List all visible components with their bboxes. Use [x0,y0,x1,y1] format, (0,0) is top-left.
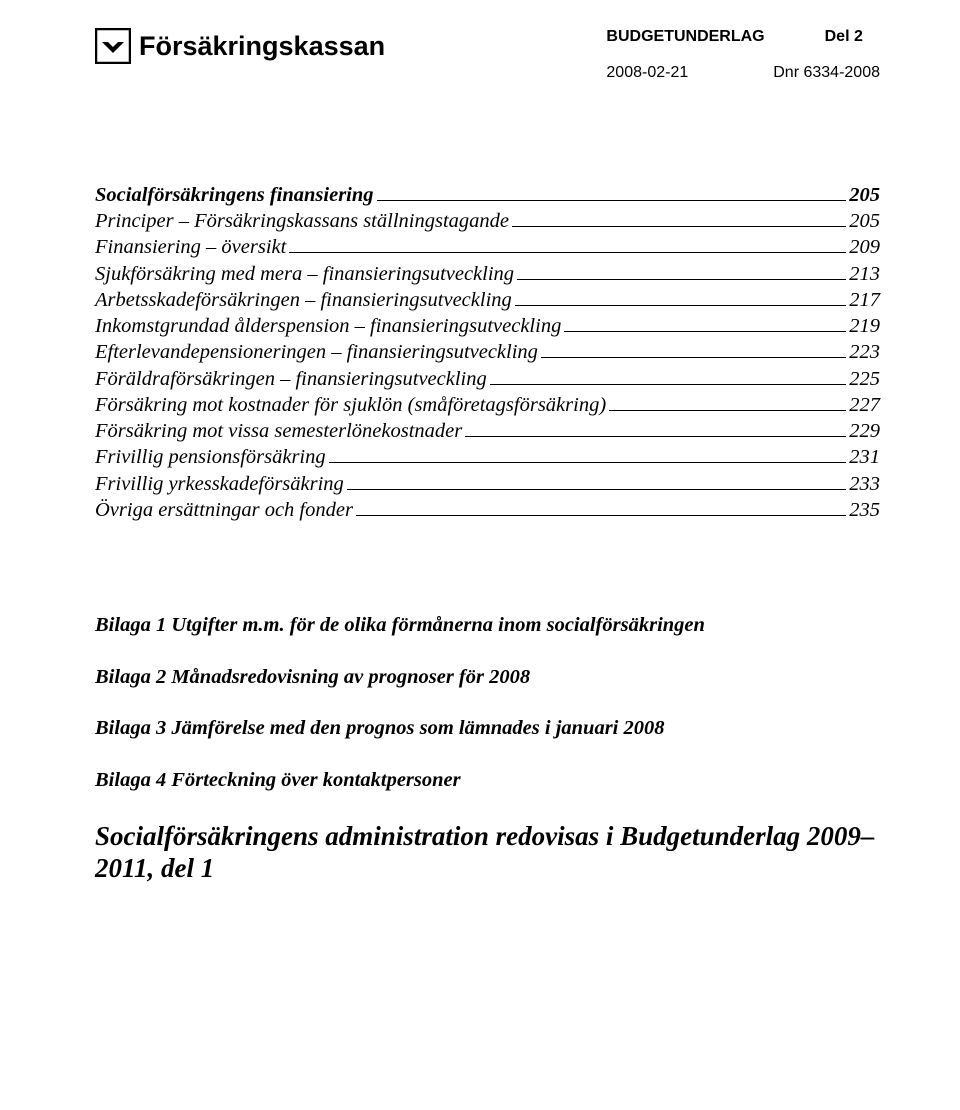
toc-label: Finansiering – översikt [95,234,286,260]
toc-row: Finansiering – översikt 209 [95,234,880,260]
header-meta: BUDGETUNDERLAG Del 2 2008-02-21 Dnr 6334… [606,28,880,82]
appendix-list: Bilaga 1 Utgifter m.m. för de olika förm… [95,613,880,794]
toc-row: Efterlevandepensioneringen – finansierin… [95,339,880,365]
page: Försäkringskassan BUDGETUNDERLAG Del 2 2… [0,0,960,1110]
toc-label: Försäkring mot vissa semesterlönekostnad… [95,418,462,444]
toc-label: Inkomstgrundad ålderspension – finansier… [95,313,561,339]
toc-label: Försäkring mot kostnader för sjuklön (sm… [95,392,606,418]
doc-dnr: Dnr 6334-2008 [773,64,880,82]
toc-label: Efterlevandepensioneringen – finansierin… [95,339,538,365]
toc-leader [515,305,846,306]
toc-leader [377,200,847,201]
doc-part: Del 2 [825,28,863,46]
toc-page: 217 [849,287,880,313]
toc-row: Föräldraförsäkringen – finansieringsutve… [95,366,880,392]
toc-page: 213 [849,261,880,287]
toc-label: Arbetsskadeförsäkringen – finansieringsu… [95,287,512,313]
toc-row: Principer – Försäkringskassans ställning… [95,208,880,234]
toc-leader [329,462,847,463]
toc-leader [512,226,846,227]
logo-text: Försäkringskassan [139,31,385,62]
toc-page: 205 [849,182,880,208]
toc-leader [465,436,846,437]
toc-page: 229 [849,418,880,444]
toc-page: 225 [849,366,880,392]
toc-row: Övriga ersättningar och fonder 235 [95,497,880,523]
toc-leader [541,357,846,358]
appendix-item: Bilaga 4 Förteckning över kontaktpersone… [95,768,880,794]
toc-label: Principer – Försäkringskassans ställning… [95,208,509,234]
toc-page: 205 [849,208,880,234]
toc-leader [564,331,846,332]
toc-row: Försäkring mot kostnader för sjuklön (sm… [95,392,880,418]
toc-row: Inkomstgrundad ålderspension – finansier… [95,313,880,339]
toc-page: 233 [849,471,880,497]
appendix-item: Bilaga 2 Månadsredovisning av prognoser … [95,665,880,691]
toc-label: Frivillig yrkesskadeförsäkring [95,471,344,497]
toc-leader [517,279,846,280]
toc-page: 235 [849,497,880,523]
appendix-item: Bilaga 1 Utgifter m.m. för de olika förm… [95,613,880,639]
toc-row: Frivillig pensionsförsäkring 231 [95,444,880,470]
toc-label: Socialförsäkringens finansiering [95,182,374,208]
logo: Försäkringskassan [95,28,385,64]
toc-leader [490,384,847,385]
toc-row: Försäkring mot vissa semesterlönekostnad… [95,418,880,444]
toc-leader [289,252,846,253]
toc-label: Föräldraförsäkringen – finansieringsutve… [95,366,487,392]
footer-title: Socialförsäkringens administration redov… [95,820,880,885]
toc-label: Övriga ersättningar och fonder [95,497,353,523]
header: Försäkringskassan BUDGETUNDERLAG Del 2 2… [95,28,880,82]
toc-row: Sjukförsäkring med mera – finansieringsu… [95,261,880,287]
toc-page: 231 [849,444,880,470]
toc-page: 219 [849,313,880,339]
toc-leader [356,515,846,516]
toc-leader [347,489,846,490]
toc-label: Sjukförsäkring med mera – finansieringsu… [95,261,514,287]
toc-page: 223 [849,339,880,365]
doc-date: 2008-02-21 [606,64,688,82]
table-of-contents: Socialförsäkringens finansiering 205 Princ… [95,182,880,523]
toc-page: 209 [849,234,880,260]
toc-row: Socialförsäkringens finansiering 205 [95,182,880,208]
toc-page: 227 [849,392,880,418]
toc-row: Frivillig yrkesskadeförsäkring 233 [95,471,880,497]
toc-row: Arbetsskadeförsäkringen – finansieringsu… [95,287,880,313]
doc-type: BUDGETUNDERLAG [606,28,764,46]
appendix-item: Bilaga 3 Jämförelse med den prognos som … [95,716,880,742]
toc-label: Frivillig pensionsförsäkring [95,444,326,470]
logo-icon [95,28,131,64]
toc-leader [609,410,846,411]
